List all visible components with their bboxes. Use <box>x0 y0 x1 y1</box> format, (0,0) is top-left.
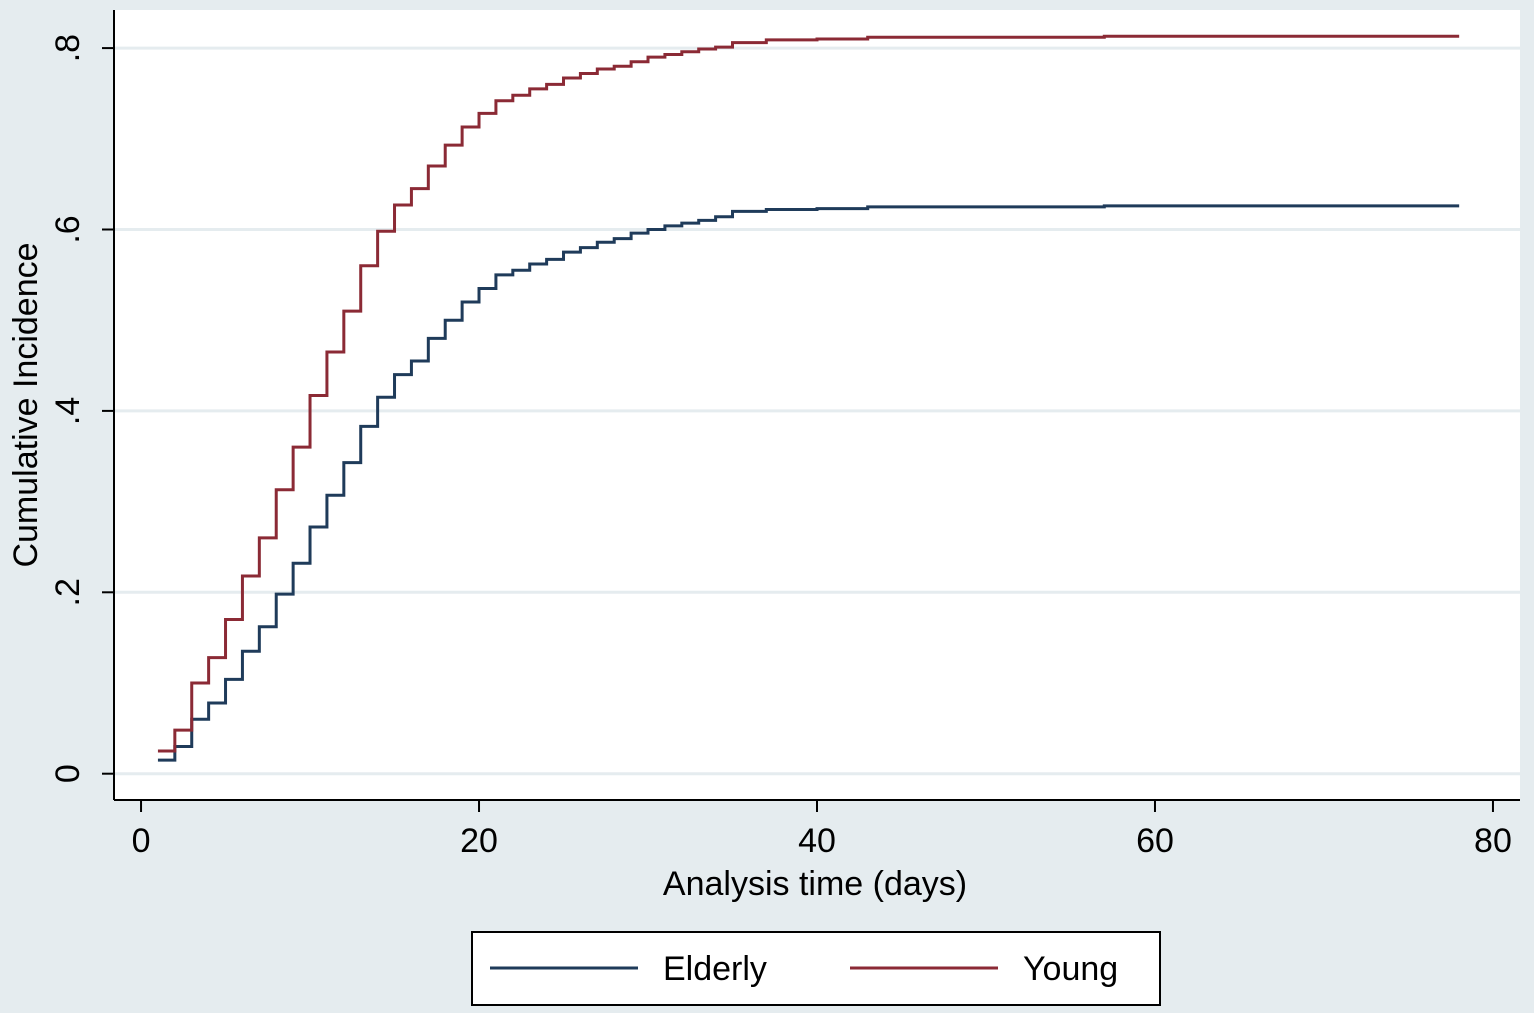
x-tick-label: 60 <box>1136 822 1174 860</box>
x-tick-label: 40 <box>798 822 836 860</box>
plot-area <box>114 10 1520 800</box>
y-tick-label: .2 <box>49 578 87 606</box>
legend-label: Young <box>1023 950 1118 988</box>
x-tick-label: 20 <box>460 822 498 860</box>
y-tick-label: .6 <box>49 215 87 243</box>
x-tick-label: 0 <box>132 822 151 860</box>
y-tick-label: .4 <box>49 397 87 425</box>
x-tick-label: 80 <box>1474 822 1512 860</box>
x-axis-title: Analysis time (days) <box>663 865 967 903</box>
series-line <box>157 204 1460 762</box>
series-line <box>157 34 1460 753</box>
legend-label: Elderly <box>663 950 767 988</box>
y-axis-title: Cumulative Incidence <box>7 242 45 567</box>
y-tick-label: 0 <box>49 764 87 783</box>
y-tick-label: .8 <box>49 34 87 62</box>
